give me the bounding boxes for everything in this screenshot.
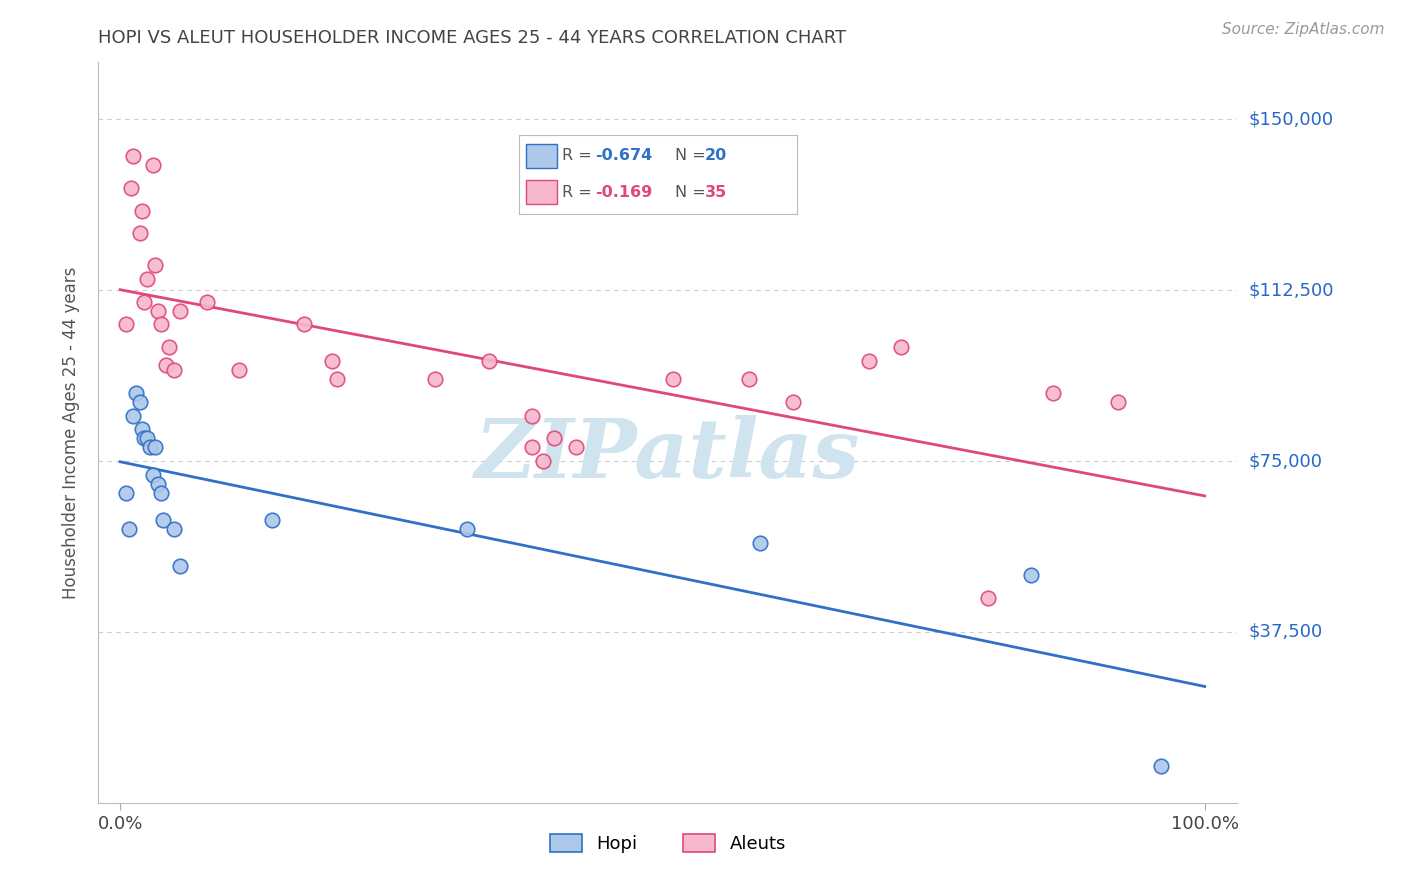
Point bbox=[890, 340, 912, 354]
Text: R =: R = bbox=[562, 148, 598, 163]
Text: -0.169: -0.169 bbox=[595, 185, 652, 200]
Point bbox=[163, 363, 186, 377]
Point bbox=[456, 523, 478, 537]
Point bbox=[150, 486, 173, 500]
FancyBboxPatch shape bbox=[526, 144, 557, 168]
Point bbox=[125, 385, 148, 400]
Point bbox=[131, 203, 153, 218]
Point bbox=[749, 536, 772, 550]
Point bbox=[155, 359, 177, 373]
Point bbox=[152, 513, 174, 527]
Point bbox=[114, 318, 136, 332]
Point bbox=[143, 258, 166, 272]
FancyBboxPatch shape bbox=[526, 180, 557, 204]
Text: R =: R = bbox=[562, 185, 598, 200]
Text: N =: N = bbox=[675, 185, 710, 200]
Point bbox=[260, 513, 283, 527]
Point bbox=[195, 294, 218, 309]
Point bbox=[738, 372, 761, 386]
Text: $112,500: $112,500 bbox=[1249, 281, 1334, 299]
Point bbox=[163, 523, 186, 537]
Point bbox=[564, 441, 586, 455]
Point bbox=[228, 363, 250, 377]
Point bbox=[128, 395, 150, 409]
Text: $150,000: $150,000 bbox=[1249, 111, 1333, 128]
Point bbox=[122, 409, 145, 423]
Point bbox=[128, 227, 150, 241]
Point bbox=[150, 318, 173, 332]
Text: 35: 35 bbox=[706, 185, 727, 200]
Point bbox=[321, 354, 343, 368]
Text: $37,500: $37,500 bbox=[1249, 623, 1323, 641]
Point bbox=[1150, 759, 1173, 773]
Point bbox=[1107, 395, 1129, 409]
Point bbox=[131, 422, 153, 436]
Point bbox=[977, 591, 1000, 605]
Point bbox=[146, 303, 169, 318]
Point bbox=[146, 476, 169, 491]
Point bbox=[1042, 385, 1064, 400]
Point bbox=[858, 354, 880, 368]
Text: Source: ZipAtlas.com: Source: ZipAtlas.com bbox=[1222, 22, 1385, 37]
Text: 20: 20 bbox=[706, 148, 727, 163]
Text: -0.674: -0.674 bbox=[595, 148, 652, 163]
Point bbox=[157, 340, 180, 354]
Point bbox=[531, 454, 554, 468]
Point bbox=[169, 303, 191, 318]
Point bbox=[132, 431, 155, 445]
Point bbox=[169, 558, 191, 573]
Text: $75,000: $75,000 bbox=[1249, 452, 1323, 470]
Point bbox=[118, 523, 141, 537]
Y-axis label: Householder Income Ages 25 - 44 years: Householder Income Ages 25 - 44 years bbox=[62, 267, 80, 599]
Point bbox=[143, 441, 166, 455]
Point bbox=[543, 431, 565, 445]
Point bbox=[114, 486, 136, 500]
Point bbox=[136, 431, 159, 445]
Point bbox=[142, 158, 165, 172]
Point bbox=[142, 467, 165, 482]
Point bbox=[294, 318, 316, 332]
Point bbox=[1019, 568, 1042, 582]
Point bbox=[478, 354, 501, 368]
Point bbox=[132, 294, 155, 309]
Point bbox=[120, 180, 142, 194]
Point bbox=[423, 372, 446, 386]
Point bbox=[136, 272, 159, 286]
Point bbox=[326, 372, 349, 386]
Legend: Hopi, Aleuts: Hopi, Aleuts bbox=[543, 827, 793, 861]
Point bbox=[122, 149, 145, 163]
Text: ZIPatlas: ZIPatlas bbox=[475, 415, 860, 495]
Point bbox=[522, 409, 544, 423]
Point bbox=[522, 441, 544, 455]
Point bbox=[662, 372, 685, 386]
Point bbox=[139, 441, 162, 455]
Text: N =: N = bbox=[675, 148, 710, 163]
Point bbox=[782, 395, 804, 409]
Text: HOPI VS ALEUT HOUSEHOLDER INCOME AGES 25 - 44 YEARS CORRELATION CHART: HOPI VS ALEUT HOUSEHOLDER INCOME AGES 25… bbox=[98, 29, 846, 47]
